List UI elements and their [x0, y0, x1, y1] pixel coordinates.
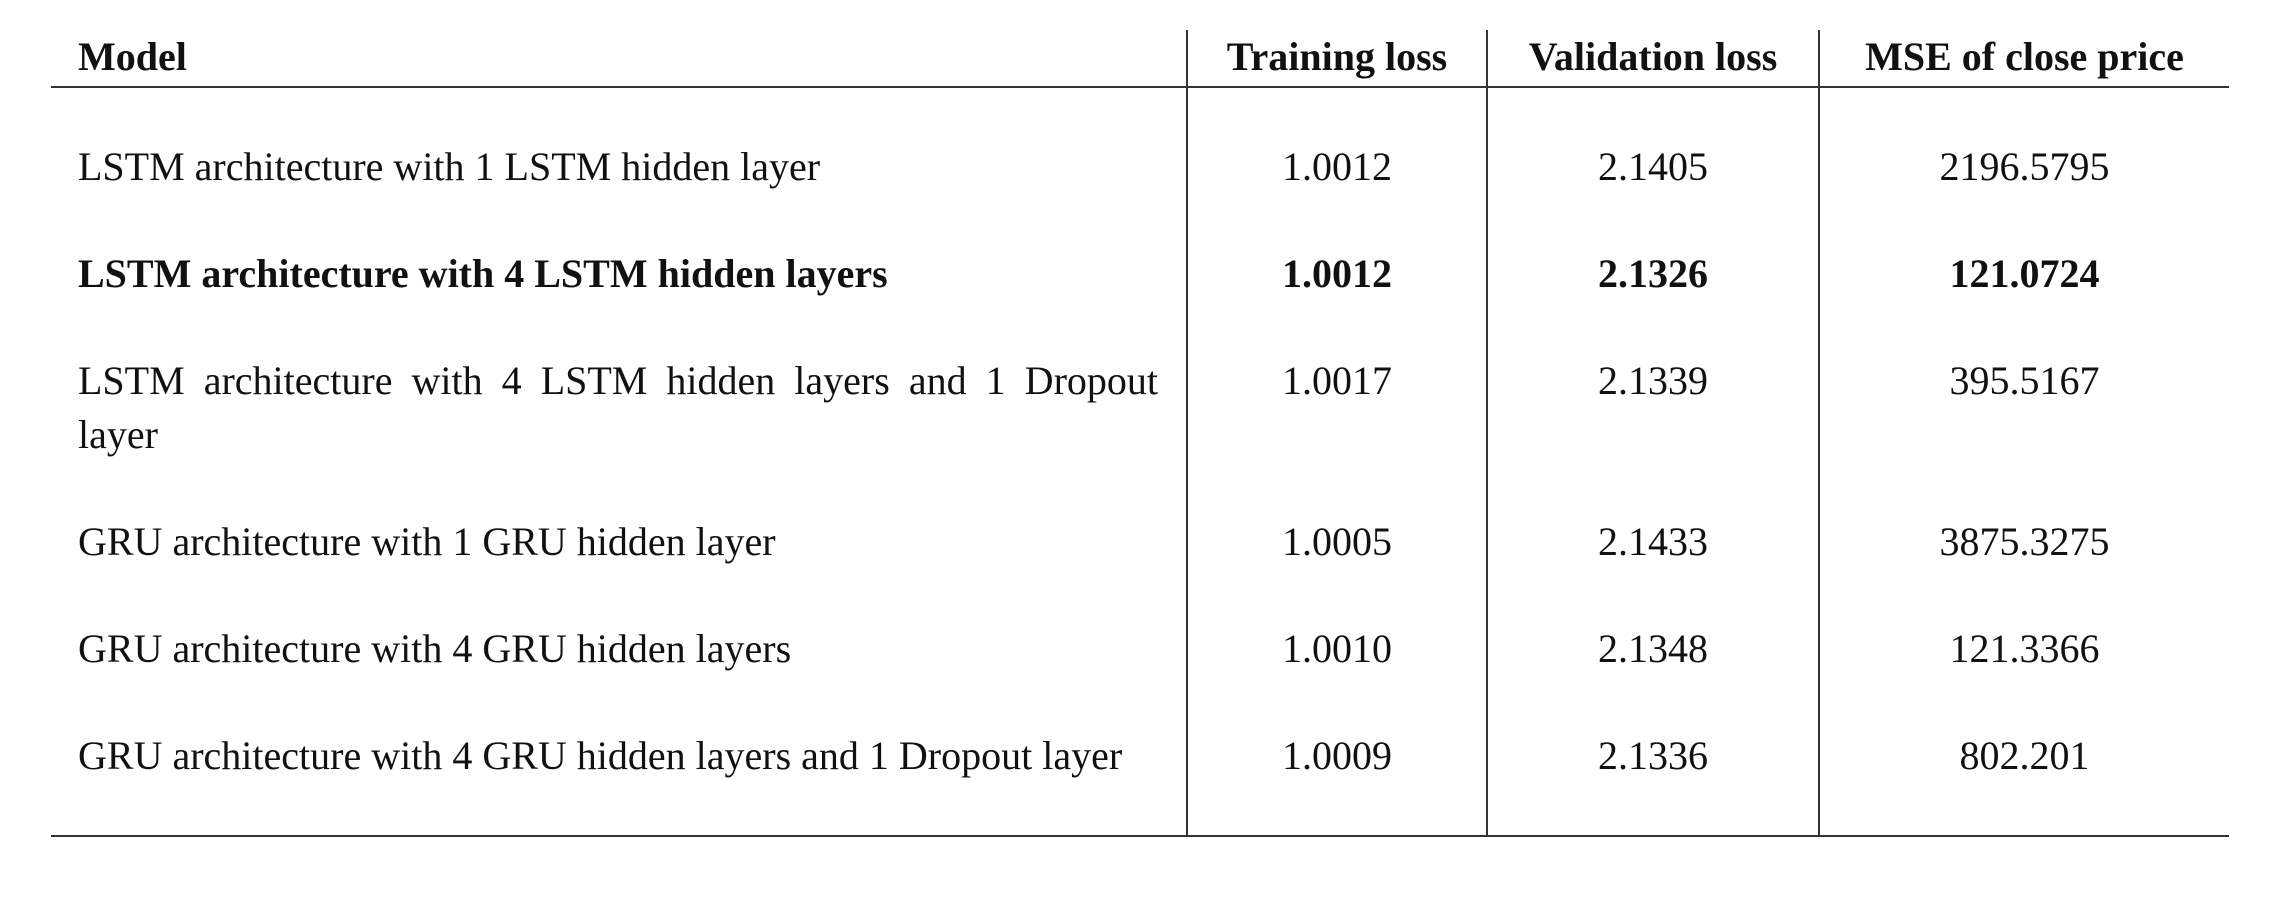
- cell-mse: 3875.3275: [1818, 515, 2229, 622]
- table-row-best: LSTM architecture with 4 LSTM hidden lay…: [51, 247, 2229, 354]
- header-row: Model Training loss Validation loss MSE …: [51, 30, 2229, 88]
- cell-mse: 121.0724: [1818, 247, 2229, 354]
- table-spacer: [51, 87, 2229, 140]
- cell-model: LSTM architecture with 4 LSTM hidden lay…: [78, 358, 1158, 457]
- header-training-loss: Training loss: [1186, 30, 1487, 88]
- results-table: Model Training loss Validation loss MSE …: [51, 30, 2229, 837]
- table-row: GRU architecture with 4 GRU hidden layer…: [51, 729, 2229, 837]
- cell-validation-loss: 2.1339: [1486, 354, 1819, 515]
- cell-mse: 802.201: [1818, 729, 2229, 837]
- header-model: Model: [51, 30, 1187, 88]
- cell-mse: 2196.5795: [1818, 140, 2229, 247]
- table-header: Model Training loss Validation loss MSE …: [51, 30, 2229, 88]
- table-row: LSTM architecture with 1 LSTM hidden lay…: [51, 140, 2229, 247]
- table-row: GRU architecture with 1 GRU hidden layer…: [51, 515, 2229, 622]
- cell-training-loss: 1.0012: [1186, 247, 1487, 354]
- cell-mse: 395.5167: [1818, 354, 2229, 515]
- table-body: LSTM architecture with 1 LSTM hidden lay…: [51, 87, 2229, 837]
- cell-training-loss: 1.0017: [1186, 354, 1487, 515]
- cell-training-loss: 1.0005: [1186, 515, 1487, 622]
- cell-model: GRU architecture with 1 GRU hidden layer: [78, 519, 776, 564]
- cell-validation-loss: 2.1336: [1486, 729, 1819, 837]
- header-validation-loss: Validation loss: [1486, 30, 1819, 88]
- cell-validation-loss: 2.1348: [1486, 622, 1819, 729]
- cell-training-loss: 1.0012: [1186, 140, 1487, 247]
- cell-validation-loss: 2.1405: [1486, 140, 1819, 247]
- cell-mse: 121.3366: [1818, 622, 2229, 729]
- cell-model: LSTM architecture with 4 LSTM hidden lay…: [78, 251, 888, 296]
- cell-model: GRU architecture with 4 GRU hidden layer…: [78, 626, 792, 671]
- cell-training-loss: 1.0010: [1186, 622, 1487, 729]
- cell-training-loss: 1.0009: [1186, 729, 1487, 837]
- cell-model: LSTM architecture with 1 LSTM hidden lay…: [78, 144, 821, 189]
- cell-validation-loss: 2.1433: [1486, 515, 1819, 622]
- table-row: LSTM architecture with 4 LSTM hidden lay…: [51, 354, 2229, 515]
- cell-model: GRU architecture with 4 GRU hidden layer…: [51, 729, 1187, 837]
- cell-validation-loss: 2.1326: [1486, 247, 1819, 354]
- header-mse: MSE of close price: [1818, 30, 2229, 88]
- table-row: GRU architecture with 4 GRU hidden layer…: [51, 622, 2229, 729]
